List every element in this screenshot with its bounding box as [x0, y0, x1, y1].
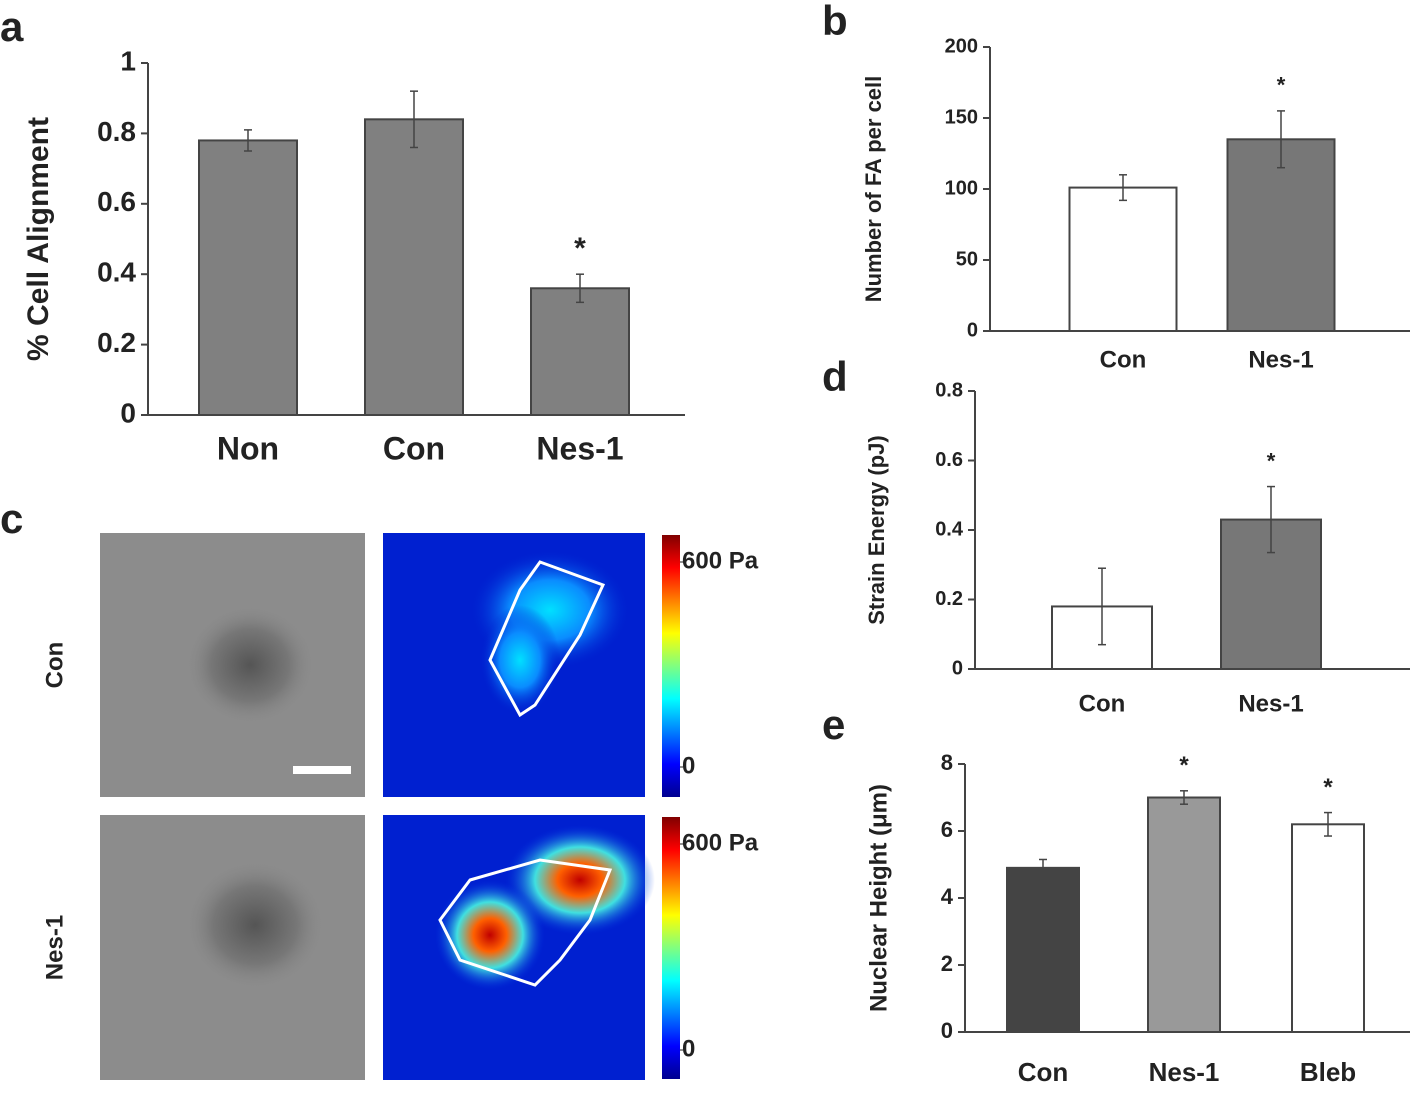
- bar: [1226, 138, 1336, 332]
- significance-star: *: [1267, 448, 1276, 473]
- x-tick-label: Non: [217, 430, 279, 466]
- panel-letter: d: [822, 353, 848, 400]
- y-tick-label: 0.6: [97, 186, 136, 217]
- significance-star: *: [574, 232, 586, 265]
- significance-star: *: [1277, 73, 1286, 98]
- panel-letter: c: [0, 495, 23, 542]
- y-tick-label: 1: [120, 45, 136, 76]
- x-tick-label: Bleb: [1300, 1057, 1356, 1087]
- y-tick-label: 8: [941, 750, 953, 775]
- colorbar: [662, 535, 680, 797]
- x-tick-label: Nes-1: [536, 430, 623, 466]
- colorbar-tick-label: 600 Pa: [682, 829, 759, 856]
- panel-c-images: [100, 533, 680, 1080]
- y-tick-label: 6: [941, 817, 953, 842]
- cell-outline: [488, 560, 606, 718]
- y-tick-label: 0: [120, 397, 136, 428]
- y-tick-label: 100: [945, 177, 978, 199]
- y-tick-label: 0: [941, 1018, 953, 1043]
- significance-star: *: [1179, 752, 1189, 779]
- bar: [530, 287, 630, 416]
- y-tick-label: 0.2: [935, 588, 963, 610]
- colorbar-tick-label: 0: [682, 1035, 695, 1062]
- y-tick-label: 0.6: [935, 449, 963, 471]
- panel-letter: b: [822, 0, 848, 44]
- significance-star: *: [1323, 774, 1333, 801]
- traction-hotspot: [435, 880, 545, 990]
- y-tick-label: 0.4: [97, 257, 136, 288]
- x-tick-label: Con: [1079, 690, 1126, 717]
- y-axis-label: Number of FA per cell: [861, 76, 886, 303]
- y-axis-label: Nuclear Height (μm): [865, 784, 892, 1012]
- row-label: Con: [41, 642, 68, 689]
- y-tick-label: 0: [952, 657, 963, 679]
- y-axis-label: Strain Energy (pJ): [864, 435, 889, 624]
- y-tick-label: 0.4: [935, 518, 964, 540]
- x-tick-label: Con: [1018, 1057, 1069, 1087]
- bar: [1147, 796, 1221, 1033]
- x-tick-label: Con: [1100, 346, 1147, 373]
- y-tick-label: 4: [941, 884, 954, 909]
- traction-hotspot: [505, 825, 655, 935]
- y-tick-label: 0.8: [97, 116, 136, 147]
- panel-letter: e: [822, 701, 845, 748]
- bar: [1068, 186, 1178, 332]
- cell: [185, 860, 325, 990]
- traction-hotspot: [480, 605, 560, 715]
- x-tick-label: Nes-1: [1149, 1057, 1220, 1087]
- bar: [198, 139, 298, 416]
- cell-outline: [438, 858, 613, 987]
- scale-bar: [293, 766, 351, 774]
- colorbar-tick-label: 0: [682, 752, 695, 779]
- y-axis-label: % Cell Alignment: [22, 117, 55, 361]
- panel-letter: a: [0, 3, 24, 50]
- y-tick-label: 0: [967, 319, 978, 341]
- bar: [1006, 866, 1080, 1033]
- y-tick-label: 200: [945, 35, 978, 57]
- x-tick-label: Con: [383, 430, 445, 466]
- x-tick-label: Nes-1: [1238, 690, 1303, 717]
- y-tick-label: 0.2: [97, 327, 136, 358]
- y-tick-label: 50: [956, 248, 978, 270]
- y-tick-label: 2: [941, 951, 953, 976]
- colorbar: [662, 817, 680, 1079]
- y-tick-label: 150: [945, 106, 978, 128]
- cell: [185, 605, 315, 725]
- x-tick-label: Nes-1: [1248, 346, 1313, 373]
- row-label: Nes-1: [41, 915, 68, 980]
- bar: [1291, 823, 1365, 1033]
- bar: [364, 118, 464, 416]
- colorbar-tick-label: 600 Pa: [682, 547, 759, 574]
- y-tick-label: 0.8: [935, 379, 963, 401]
